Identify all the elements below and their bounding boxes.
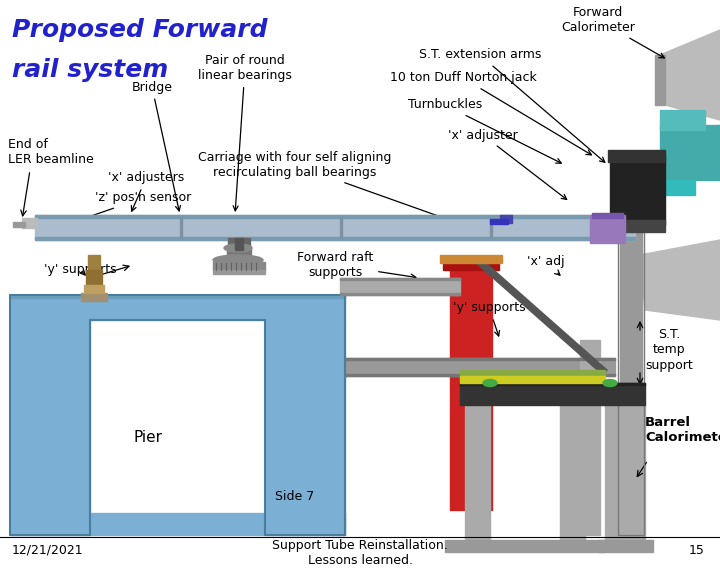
Bar <box>655 55 665 105</box>
Text: Turnbuckles: Turnbuckles <box>408 98 562 163</box>
Text: S.T.
temp
support: S.T. temp support <box>645 328 693 372</box>
Polygon shape <box>660 30 720 120</box>
Text: 12/21/2021: 12/21/2021 <box>12 544 84 556</box>
Bar <box>35 237 635 240</box>
Bar <box>620 230 642 535</box>
Bar <box>460 376 605 383</box>
Bar <box>10 513 345 535</box>
Text: 'x' adjuster: 'x' adjuster <box>448 128 567 199</box>
Bar <box>560 405 585 550</box>
Text: Pier: Pier <box>133 430 163 445</box>
Text: End of
LER beamline: End of LER beamline <box>8 138 94 166</box>
Text: Side 7: Side 7 <box>275 491 315 503</box>
Text: Carriage with four self aligning
recirculating ball bearings: Carriage with four self aligning recircu… <box>198 151 496 237</box>
Bar <box>660 110 705 130</box>
Bar <box>660 180 695 195</box>
Text: Pair of round
linear bearings: Pair of round linear bearings <box>198 54 292 211</box>
Bar <box>340 218 342 237</box>
Bar <box>490 218 492 237</box>
Bar <box>22 218 37 228</box>
Bar <box>345 374 615 376</box>
Polygon shape <box>475 257 607 375</box>
Bar <box>608 150 665 162</box>
Text: Bridge: Bridge <box>132 81 181 211</box>
Bar <box>460 370 605 376</box>
Bar <box>340 278 460 280</box>
Bar <box>460 383 645 405</box>
Bar <box>35 215 635 218</box>
Bar <box>610 220 665 232</box>
Text: 'y' supports: 'y' supports <box>44 263 117 276</box>
Bar <box>345 358 615 376</box>
Text: Forward raft
supports: Forward raft supports <box>297 251 416 279</box>
Ellipse shape <box>603 380 617 386</box>
Bar <box>213 262 265 270</box>
Polygon shape <box>640 240 720 320</box>
Bar <box>228 238 250 248</box>
Bar <box>660 125 720 180</box>
Bar <box>10 295 345 320</box>
Bar <box>465 405 490 550</box>
Bar <box>500 215 512 223</box>
Bar <box>265 320 345 535</box>
Bar <box>618 230 644 535</box>
Text: Support Tube Reinstallation.: Support Tube Reinstallation. <box>272 540 448 552</box>
Text: 'x' adj: 'x' adj <box>527 256 564 275</box>
Ellipse shape <box>213 255 263 265</box>
Bar <box>605 405 645 550</box>
Text: Proposed Forward: Proposed Forward <box>12 18 268 42</box>
Bar <box>81 293 107 301</box>
Text: 10 ton Duff Norton jack: 10 ton Duff Norton jack <box>390 71 591 155</box>
Bar <box>345 358 615 360</box>
Ellipse shape <box>224 244 252 252</box>
Bar <box>10 295 345 298</box>
Bar <box>213 270 265 274</box>
Text: S.T. extension arms: S.T. extension arms <box>419 48 605 162</box>
Bar <box>580 340 600 535</box>
Bar <box>590 215 625 243</box>
Text: 15: 15 <box>689 544 705 556</box>
Bar <box>88 255 100 297</box>
Bar <box>443 260 499 270</box>
Bar <box>180 218 182 237</box>
Bar <box>235 238 243 250</box>
Bar <box>598 540 653 552</box>
Bar <box>84 285 104 293</box>
Text: Barrel
Calorimeter: Barrel Calorimeter <box>645 416 720 444</box>
Text: 'z' pos'n sensor: 'z' pos'n sensor <box>69 191 192 225</box>
Bar <box>610 155 665 225</box>
Text: Forward
Calorimeter: Forward Calorimeter <box>561 6 665 58</box>
Text: rail system: rail system <box>12 58 168 82</box>
Text: Lessons learned.: Lessons learned. <box>307 554 413 567</box>
Bar <box>490 219 508 224</box>
Text: 'y' supports: 'y' supports <box>453 301 526 336</box>
Bar <box>10 320 90 535</box>
Bar <box>460 383 645 385</box>
Bar <box>35 215 635 240</box>
Ellipse shape <box>483 380 497 386</box>
Text: 'x' adjusters: 'x' adjusters <box>108 172 184 211</box>
Bar <box>440 255 502 263</box>
Bar <box>340 293 460 295</box>
Bar <box>340 278 460 295</box>
Bar <box>13 222 25 227</box>
Bar <box>227 248 251 260</box>
Bar <box>86 270 102 298</box>
Bar <box>445 540 605 552</box>
Bar <box>592 213 623 218</box>
Bar <box>450 265 492 510</box>
